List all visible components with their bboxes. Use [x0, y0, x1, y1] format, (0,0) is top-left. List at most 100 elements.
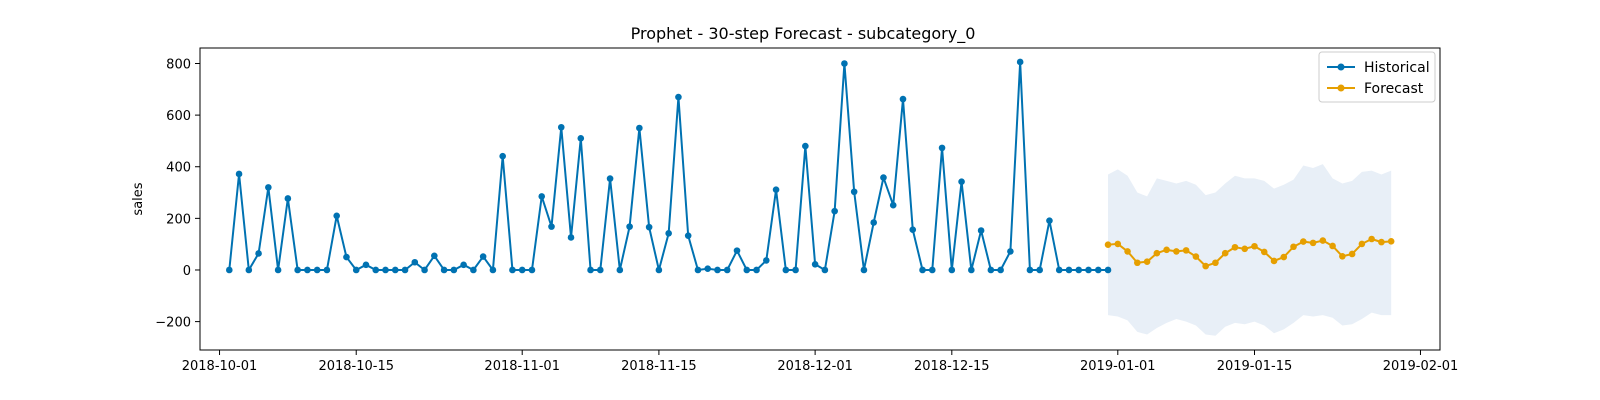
data-point-historical-67: [880, 174, 887, 181]
data-point-historical-27: [489, 266, 497, 274]
data-point-historical-23: [450, 266, 458, 274]
data-point-historical-15: [372, 266, 380, 274]
data-point-historical-63: [841, 60, 848, 67]
data-point-historical-45: [665, 230, 672, 237]
data-point-forecast-15: [1251, 242, 1258, 250]
data-point-forecast-12: [1221, 249, 1229, 257]
y-tick-label-4: 600: [166, 109, 191, 124]
data-point-historical-52: [733, 247, 741, 254]
data-point-historical-58: [792, 266, 799, 274]
data-point-historical-39: [606, 175, 614, 182]
data-point-forecast-10: [1202, 262, 1209, 270]
data-point-historical-75: [958, 178, 965, 186]
data-point-historical-29: [509, 266, 516, 274]
data-point-historical-2: [245, 266, 253, 274]
data-point-historical-41: [626, 223, 633, 230]
data-point-historical-16: [382, 266, 389, 274]
data-point-historical-4: [265, 184, 272, 191]
data-point-historical-21: [431, 252, 438, 260]
data-point-historical-19: [411, 258, 419, 266]
data-point-forecast-2: [1124, 248, 1131, 255]
data-point-forecast-16: [1260, 248, 1268, 256]
x-tick-label-1: 2018-10-15: [318, 359, 394, 374]
x-tick-label-7: 2019-01-15: [1217, 359, 1293, 374]
legend-label-historical: Historical: [1364, 60, 1430, 76]
data-point-historical-13: [352, 266, 360, 274]
data-point-historical-74: [948, 266, 956, 274]
data-point-historical-30: [518, 266, 526, 274]
data-point-historical-44: [655, 266, 663, 274]
data-point-historical-73: [938, 144, 946, 152]
data-point-forecast-5: [1153, 249, 1161, 257]
data-point-historical-5: [274, 266, 282, 274]
data-point-forecast-17: [1270, 257, 1278, 265]
legend-dot-forecast: [1337, 84, 1345, 92]
x-tick-label-5: 2018-12-15: [914, 359, 990, 374]
data-point-forecast-29: [1387, 238, 1395, 245]
data-point-forecast-27: [1368, 235, 1375, 243]
x-tick-label-8: 2019-02-01: [1383, 359, 1459, 374]
data-point-historical-33: [548, 223, 555, 230]
data-point-historical-56: [772, 186, 780, 194]
data-point-historical-35: [567, 234, 575, 241]
data-point-historical-54: [753, 266, 760, 274]
data-point-historical-90: [1104, 266, 1112, 274]
data-point-forecast-6: [1163, 246, 1170, 254]
y-tick-label-2: 200: [166, 212, 191, 227]
legend: Historical Forecast: [1318, 51, 1436, 103]
data-point-historical-77: [977, 227, 985, 234]
data-point-historical-84: [1046, 217, 1053, 224]
data-point-historical-28: [499, 152, 506, 160]
data-point-forecast-4: [1143, 258, 1151, 266]
data-point-historical-51: [723, 266, 731, 274]
data-point-historical-37: [587, 266, 594, 274]
data-point-historical-11: [333, 212, 340, 220]
data-point-historical-76: [968, 266, 975, 274]
data-point-forecast-21: [1309, 239, 1317, 247]
data-point-historical-25: [470, 266, 477, 274]
data-point-historical-17: [391, 266, 399, 274]
data-point-forecast-7: [1173, 248, 1180, 255]
data-point-historical-18: [401, 266, 409, 274]
data-point-historical-24: [460, 261, 467, 269]
data-point-historical-68: [889, 201, 897, 209]
data-point-historical-8: [304, 266, 311, 274]
data-point-historical-64: [850, 188, 858, 196]
y-tick-label-5: 800: [166, 57, 191, 72]
data-point-forecast-18: [1280, 253, 1288, 261]
x-tick-label-6: 2019-01-01: [1080, 359, 1156, 374]
data-point-historical-62: [831, 207, 838, 215]
data-point-historical-87: [1075, 266, 1083, 274]
y-tick-label-1: 0: [183, 264, 191, 279]
data-point-historical-79: [997, 266, 1004, 274]
data-point-historical-55: [763, 257, 770, 264]
data-point-forecast-19: [1290, 243, 1297, 251]
data-point-historical-31: [528, 266, 536, 274]
data-point-forecast-25: [1348, 250, 1356, 258]
data-point-forecast-11: [1212, 259, 1219, 267]
data-point-historical-57: [782, 266, 790, 274]
data-point-historical-43: [645, 223, 653, 231]
plot-frame: [199, 47, 1441, 351]
data-point-historical-60: [811, 261, 819, 268]
data-point-forecast-28: [1378, 238, 1385, 246]
x-tick-label-3: 2018-11-15: [621, 359, 697, 374]
data-point-historical-9: [313, 266, 321, 274]
data-point-historical-49: [704, 265, 712, 272]
data-point-historical-22: [440, 266, 448, 274]
data-point-historical-81: [1016, 58, 1024, 66]
data-point-historical-71: [919, 266, 926, 274]
data-point-historical-66: [870, 219, 877, 226]
data-point-historical-88: [1085, 266, 1092, 274]
data-point-historical-40: [616, 266, 624, 274]
data-point-historical-72: [928, 266, 936, 274]
forecast-interval-band: [1108, 164, 1392, 336]
legend-label-forecast: Forecast: [1364, 81, 1424, 97]
data-point-historical-6: [284, 195, 292, 202]
legend-dot-historical: [1337, 63, 1345, 71]
data-point-historical-47: [684, 232, 692, 239]
data-point-forecast-1: [1114, 240, 1122, 248]
chart-title: Prophet - 30-step Forecast - subcategory…: [631, 24, 976, 44]
data-point-forecast-24: [1339, 252, 1346, 260]
